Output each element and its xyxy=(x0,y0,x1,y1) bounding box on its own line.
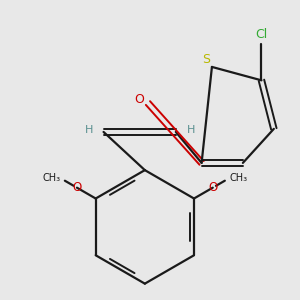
Text: S: S xyxy=(202,53,210,66)
Text: CH₃: CH₃ xyxy=(229,172,247,183)
Text: CH₃: CH₃ xyxy=(43,172,61,183)
Text: O: O xyxy=(134,93,144,106)
Text: O: O xyxy=(72,181,82,194)
Text: O: O xyxy=(208,181,218,194)
Text: Cl: Cl xyxy=(255,28,268,41)
Text: H: H xyxy=(187,125,195,135)
Text: H: H xyxy=(85,125,93,135)
